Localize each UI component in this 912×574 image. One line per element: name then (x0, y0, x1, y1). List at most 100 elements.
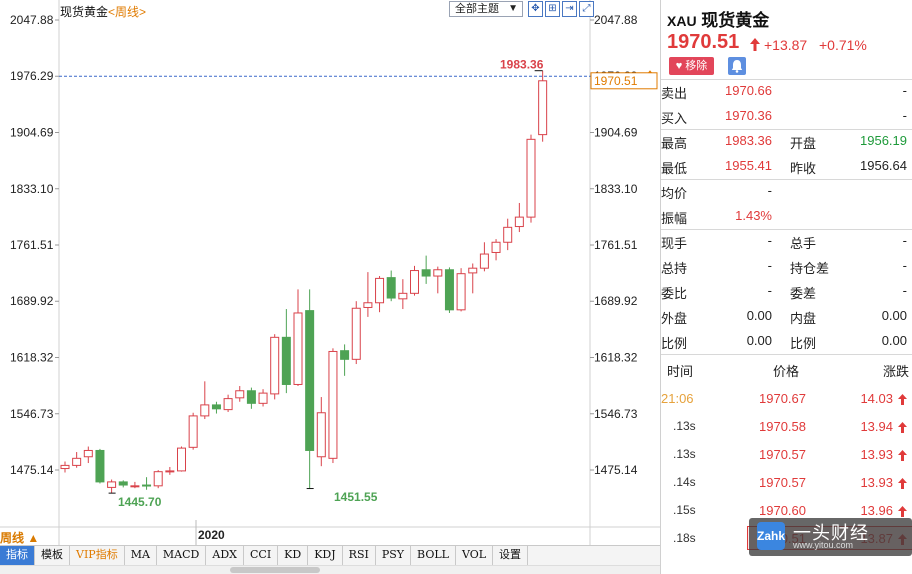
candle-body-up (293, 312, 303, 385)
current-price-tag (590, 72, 658, 90)
period-selector-label: 周线 (0, 531, 25, 545)
candle-body-up (351, 307, 361, 360)
period-selector[interactable]: 周线 ▲ (0, 529, 39, 546)
stat-value: - (767, 233, 772, 248)
candle-body-up (503, 226, 513, 243)
candle-body-up (60, 464, 70, 470)
candle-body-up (83, 449, 93, 458)
y-tick-label-right: 2047.88 (594, 13, 638, 27)
candle-body-up (328, 350, 338, 459)
indicator-tab[interactable]: MA (125, 546, 157, 565)
indicator-tab[interactable]: VIP指标 (70, 546, 125, 565)
y-tick-label-left: 1689.92 (10, 294, 54, 308)
quote-panel: XAU 现货黄金 1970.51 +13.87 +0.71% ♥ 移除 卖出 19… (660, 0, 912, 574)
candlestick-chart[interactable]: 2047.882047.881976.291976.291904.691904.… (0, 0, 660, 545)
low-price-annotation: 1451.55 (334, 490, 378, 504)
candle-body-up (456, 273, 466, 311)
quote-stat-row: 外盘 0.00 内盘 0.00 (661, 304, 912, 329)
candle-body-up (526, 138, 536, 218)
triangle-up-icon: ▲ (27, 531, 40, 545)
indicator-tab[interactable]: 设置 (493, 546, 529, 565)
quote-stat-row: 总持 - 持仓差 - (661, 254, 912, 279)
stat-label: 总持 (661, 261, 688, 276)
remove-label: 移除 (685, 60, 708, 72)
stat-label: 昨收 (790, 161, 817, 176)
y-tick-label-left: 1976.29 (10, 69, 54, 83)
trade-price: 1970.67 (759, 391, 806, 406)
indicator-tab[interactable]: BOLL (411, 546, 456, 565)
trade-time: .18s (673, 531, 696, 545)
price-change: +13.87 (764, 37, 808, 53)
arrow-up-icon (898, 478, 907, 489)
indicator-tab[interactable]: KDJ (308, 546, 343, 565)
stat-value: - (767, 258, 772, 273)
divider (661, 229, 912, 230)
crosshair-icon[interactable]: ✥ (528, 1, 543, 17)
theme-dropdown[interactable]: 全部主题 ▼ (449, 1, 523, 17)
trade-time: .14s (673, 475, 696, 489)
trade-price: 1970.57 (759, 475, 806, 490)
low-price-annotation: 1445.70 (118, 495, 162, 509)
stat-label: 总手 (790, 236, 817, 251)
indicator-tab[interactable]: VOL (456, 546, 494, 565)
candle-body-up (107, 481, 117, 488)
divider (661, 79, 912, 80)
stat-label: 最高 (661, 136, 688, 151)
alert-button[interactable] (728, 57, 746, 75)
trade-change: 14.03 (860, 391, 893, 406)
symbol-name: 现货黄金 (701, 11, 770, 30)
stat-value: 1955.41 (725, 158, 772, 173)
candle-body-up (363, 302, 373, 308)
arrow-up-icon (898, 450, 907, 461)
stat-value: 0.00 (746, 333, 772, 348)
quote-stat-row: 最高 1983.36 开盘 1956.19 (661, 129, 912, 154)
stat-label: 外盘 (661, 311, 688, 326)
trades-change-header: 涨跌 (882, 364, 909, 379)
indicator-tab[interactable]: MACD (157, 546, 207, 565)
candle-body-up (398, 292, 408, 300)
quote-stat-row: 均价 - (661, 179, 912, 204)
indicator-tab[interactable]: KD (278, 546, 309, 565)
y-tick-label-right: 1546.73 (594, 407, 638, 421)
y-tick-label-left: 1904.69 (10, 126, 54, 140)
y-tick-label-left: 1833.10 (10, 182, 54, 196)
indicator-tab[interactable]: 指标 (0, 546, 35, 565)
step-forward-icon[interactable]: ⇥ (562, 1, 577, 17)
stat-value: 1983.36 (725, 133, 772, 148)
candle-body-up (433, 269, 443, 277)
y-tick-label-left: 1546.73 (10, 407, 54, 421)
indicator-tab[interactable]: PSY (376, 546, 412, 565)
indicator-tab[interactable]: ADX (206, 546, 244, 565)
stat-value: 1970.66 (725, 83, 772, 98)
zoom-icon[interactable]: ⊞ (545, 1, 560, 17)
expand-icon[interactable]: ⤢ (579, 1, 594, 17)
quote-stat-row: 最低 1955.41 昨收 1956.64 (661, 154, 912, 179)
kline-chart-panel[interactable]: 2047.882047.881976.291976.291904.691904.… (0, 0, 660, 545)
candle-body-up (258, 392, 268, 404)
candle-body-down (386, 277, 396, 299)
trades-header: 时间 价格 涨跌 (661, 358, 912, 380)
stat-label: 持仓差 (790, 261, 830, 276)
indicator-tab[interactable]: CCI (244, 546, 279, 565)
candle-body-up (200, 404, 210, 417)
candle-body-up (491, 241, 501, 253)
candle-body-down (118, 481, 128, 486)
indicator-tab[interactable]: RSI (343, 546, 376, 565)
stat-value: - (902, 108, 907, 123)
candle-body-down (281, 336, 291, 385)
chart-scrollbar[interactable] (0, 565, 660, 574)
candle-body-up (375, 277, 385, 304)
candle-body-down (340, 350, 350, 360)
y-tick-label-left: 2047.88 (10, 13, 54, 27)
scrollbar-thumb[interactable] (230, 567, 320, 573)
year-axis-label: 2020 (198, 528, 225, 542)
y-tick-label-right: 1475.14 (594, 463, 638, 477)
chevron-down-icon: ▼ (508, 3, 518, 14)
stat-label: 均价 (661, 186, 688, 201)
period-label: <周线> (108, 5, 147, 19)
last-price: 1970.51 (667, 31, 740, 53)
remove-watchlist-button[interactable]: ♥ 移除 (669, 57, 714, 75)
indicator-tab[interactable]: 模板 (35, 546, 70, 565)
candle-body-up (538, 80, 548, 136)
trade-row: .13s 1970.58 13.94 (661, 412, 912, 440)
